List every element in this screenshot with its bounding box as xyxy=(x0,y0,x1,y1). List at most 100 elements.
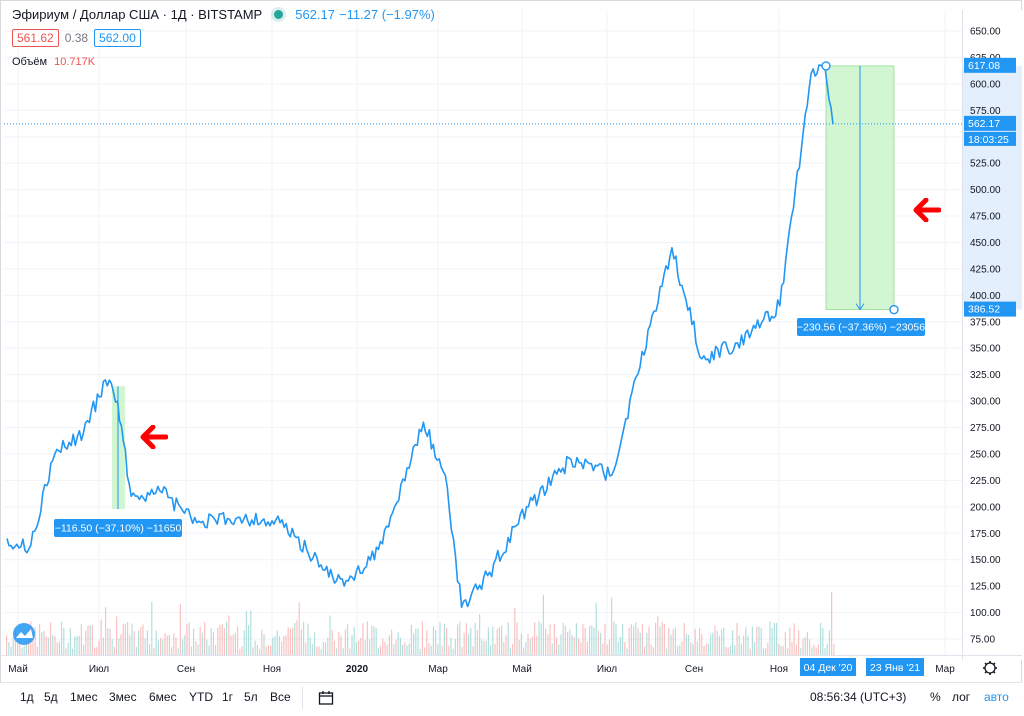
volume-bar xyxy=(355,642,357,655)
gear-icon[interactable] xyxy=(983,661,997,675)
volume-bar xyxy=(21,647,23,655)
volume-bar xyxy=(721,629,723,655)
volume-bar xyxy=(25,643,27,655)
time-label: Ноя xyxy=(263,664,281,675)
volume-bar xyxy=(111,638,113,655)
log-toggle[interactable]: лог xyxy=(952,690,971,704)
volume-bar xyxy=(54,636,56,655)
tf-1d[interactable]: 1д xyxy=(20,690,34,704)
volume-bar xyxy=(479,614,481,655)
calendar-range-icon[interactable] xyxy=(318,690,334,706)
volume-bar xyxy=(276,630,278,655)
volume-bar xyxy=(331,629,333,655)
volume-bar xyxy=(743,635,745,655)
volume-bar xyxy=(802,638,804,655)
volume-bar xyxy=(85,630,87,655)
volume-bar xyxy=(650,644,652,655)
volume-bar xyxy=(494,643,496,655)
volume-bar xyxy=(406,645,408,655)
volume-bar xyxy=(630,624,632,655)
clock[interactable]: 08:56:34 (UTC+3) xyxy=(810,690,907,704)
volume-bar xyxy=(674,627,676,655)
volume-bar xyxy=(166,635,168,655)
volume-bar xyxy=(186,624,188,655)
volume-bar xyxy=(657,616,659,655)
volume-bar xyxy=(382,638,384,655)
volume-bar xyxy=(58,641,60,655)
volume-bar xyxy=(129,635,131,655)
volume-bar xyxy=(646,632,648,655)
tf-all[interactable]: Все xyxy=(270,690,291,704)
volume-bar xyxy=(483,640,485,655)
volume-bar xyxy=(12,637,14,655)
volume-bar xyxy=(710,634,712,655)
volume-bar xyxy=(23,645,25,655)
volume-bar xyxy=(272,637,274,655)
ask-price[interactable]: 562.00 xyxy=(94,29,141,47)
volume-bar xyxy=(201,632,203,655)
percent-toggle[interactable]: % xyxy=(930,690,941,704)
volume-bar xyxy=(333,640,335,655)
price-tick-label: 600.00 xyxy=(970,79,1001,90)
bid-ask: 561.62 0.38 562.00 xyxy=(12,29,141,47)
volume-bar xyxy=(545,628,547,655)
volume-bar xyxy=(281,641,283,655)
volume-bar xyxy=(124,623,126,655)
volume-bar xyxy=(241,646,243,655)
volume-bar xyxy=(584,627,586,655)
tf-1m[interactable]: 1мес xyxy=(70,690,98,704)
volume-bar xyxy=(826,643,828,655)
time-label: 2020 xyxy=(346,664,369,675)
volume-bar xyxy=(670,634,672,655)
volume-bar xyxy=(527,633,529,655)
tf-5y[interactable]: 5л xyxy=(244,690,258,704)
volume-bar xyxy=(707,643,709,655)
volume-bar xyxy=(824,648,826,655)
tf-5d[interactable]: 5д xyxy=(44,690,58,704)
price-tick-label: 350.00 xyxy=(970,344,1001,355)
volume-bar xyxy=(419,648,421,655)
volume-bar xyxy=(120,634,122,655)
volume-bar xyxy=(309,637,311,655)
volume-bar xyxy=(336,648,338,655)
volume-bar xyxy=(415,628,417,655)
auto-toggle[interactable]: авто xyxy=(984,690,1009,704)
volume-bar xyxy=(672,629,674,655)
volume-bar xyxy=(593,627,595,655)
measure-handle-top[interactable] xyxy=(821,61,831,71)
time-marker-1: 04 Дек '20 xyxy=(804,662,853,674)
volume-bar xyxy=(514,608,516,655)
volume-bar xyxy=(43,630,45,655)
tf-6m[interactable]: 6мес xyxy=(149,690,177,704)
volume-bar xyxy=(217,627,219,655)
symbol-title[interactable]: Эфириум / Доллар США · 1Д · BITSTAMP xyxy=(12,7,263,22)
volume-bar xyxy=(300,629,302,655)
volume-bar xyxy=(606,644,608,655)
price-line[interactable] xyxy=(6,64,834,609)
volume-bar xyxy=(155,630,157,655)
volume-bar xyxy=(591,625,593,655)
volume-bar xyxy=(534,622,536,655)
volume-bar xyxy=(659,626,661,655)
bid-price[interactable]: 561.62 xyxy=(12,29,59,47)
volume-bar xyxy=(747,635,749,655)
measure-handle-bottom[interactable] xyxy=(889,304,899,315)
volume-bar xyxy=(549,624,551,655)
volume-bar xyxy=(470,627,472,655)
volume-bar xyxy=(718,635,720,655)
volume-bar xyxy=(446,627,448,655)
volume-bar xyxy=(701,634,703,655)
volume-bar xyxy=(784,631,786,655)
volume-bar xyxy=(263,634,265,655)
price-tick-label: 250.00 xyxy=(970,449,1001,460)
tf-ytd[interactable]: YTD xyxy=(189,690,213,704)
volume-bar xyxy=(626,648,628,655)
tf-1y[interactable]: 1г xyxy=(222,690,234,704)
volume-bar xyxy=(617,641,619,655)
volume-bar xyxy=(655,622,657,655)
tf-3m[interactable]: 3мес xyxy=(109,690,137,704)
price-tag-low: 386.52 xyxy=(968,304,1000,316)
volume-bar xyxy=(677,645,679,655)
volume-bar xyxy=(738,635,740,655)
